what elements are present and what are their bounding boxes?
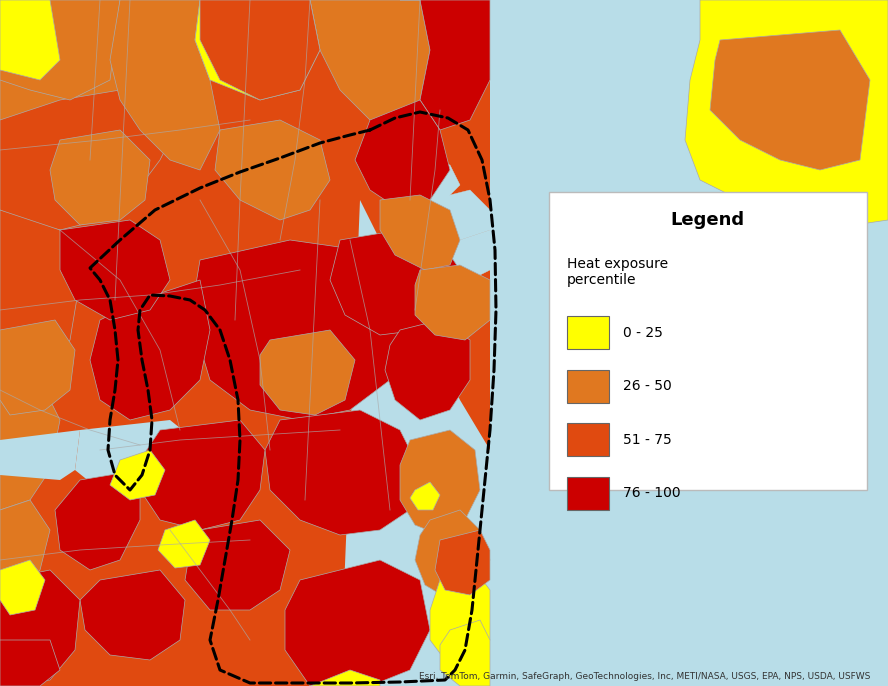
Polygon shape xyxy=(380,195,460,270)
Text: Heat exposure
percentile: Heat exposure percentile xyxy=(567,257,668,287)
Text: 76 - 100: 76 - 100 xyxy=(623,486,681,500)
Text: 0 - 25: 0 - 25 xyxy=(623,326,663,340)
Polygon shape xyxy=(0,570,80,686)
FancyBboxPatch shape xyxy=(549,192,867,490)
Polygon shape xyxy=(140,420,265,530)
Polygon shape xyxy=(185,520,290,610)
Polygon shape xyxy=(710,30,870,170)
Polygon shape xyxy=(0,640,60,686)
Polygon shape xyxy=(355,100,450,210)
Polygon shape xyxy=(200,0,320,100)
Polygon shape xyxy=(110,0,220,170)
Polygon shape xyxy=(265,410,420,535)
Polygon shape xyxy=(400,0,490,130)
Polygon shape xyxy=(370,155,460,205)
Polygon shape xyxy=(158,520,210,568)
Polygon shape xyxy=(0,210,80,390)
Text: 26 - 50: 26 - 50 xyxy=(623,379,672,393)
Polygon shape xyxy=(0,0,60,80)
Polygon shape xyxy=(195,240,410,420)
Polygon shape xyxy=(330,230,460,335)
Polygon shape xyxy=(415,510,490,600)
Polygon shape xyxy=(0,0,180,120)
Text: 51 - 75: 51 - 75 xyxy=(623,433,672,447)
Polygon shape xyxy=(490,0,888,686)
FancyBboxPatch shape xyxy=(567,477,609,510)
Polygon shape xyxy=(90,280,210,420)
FancyBboxPatch shape xyxy=(567,370,609,403)
Polygon shape xyxy=(50,130,150,225)
Polygon shape xyxy=(75,420,200,490)
Polygon shape xyxy=(260,330,355,415)
Polygon shape xyxy=(450,230,490,280)
Polygon shape xyxy=(310,670,380,686)
Polygon shape xyxy=(0,0,180,230)
Polygon shape xyxy=(60,220,170,320)
Polygon shape xyxy=(340,200,490,686)
Polygon shape xyxy=(440,620,490,686)
Polygon shape xyxy=(435,530,490,595)
Polygon shape xyxy=(685,0,888,230)
Polygon shape xyxy=(0,320,75,415)
Polygon shape xyxy=(415,265,490,340)
Polygon shape xyxy=(430,190,490,240)
FancyBboxPatch shape xyxy=(567,423,609,456)
Polygon shape xyxy=(285,560,430,686)
Polygon shape xyxy=(0,500,50,590)
Polygon shape xyxy=(195,0,320,100)
Polygon shape xyxy=(80,570,185,660)
FancyBboxPatch shape xyxy=(567,316,609,349)
Text: Legend: Legend xyxy=(670,211,745,229)
Polygon shape xyxy=(490,0,888,686)
Polygon shape xyxy=(385,320,470,420)
Polygon shape xyxy=(0,380,60,510)
Polygon shape xyxy=(410,482,440,510)
Polygon shape xyxy=(110,450,165,500)
Polygon shape xyxy=(430,570,490,660)
Text: Esri, TomTom, Garmin, SafeGraph, GeoTechnologies, Inc, METI/NASA, USGS, EPA, NPS: Esri, TomTom, Garmin, SafeGraph, GeoTech… xyxy=(419,672,870,681)
Polygon shape xyxy=(0,560,45,615)
Polygon shape xyxy=(400,430,480,535)
Polygon shape xyxy=(0,430,80,480)
Polygon shape xyxy=(215,120,330,220)
Polygon shape xyxy=(55,470,140,570)
Polygon shape xyxy=(0,0,120,100)
Polygon shape xyxy=(310,0,430,130)
